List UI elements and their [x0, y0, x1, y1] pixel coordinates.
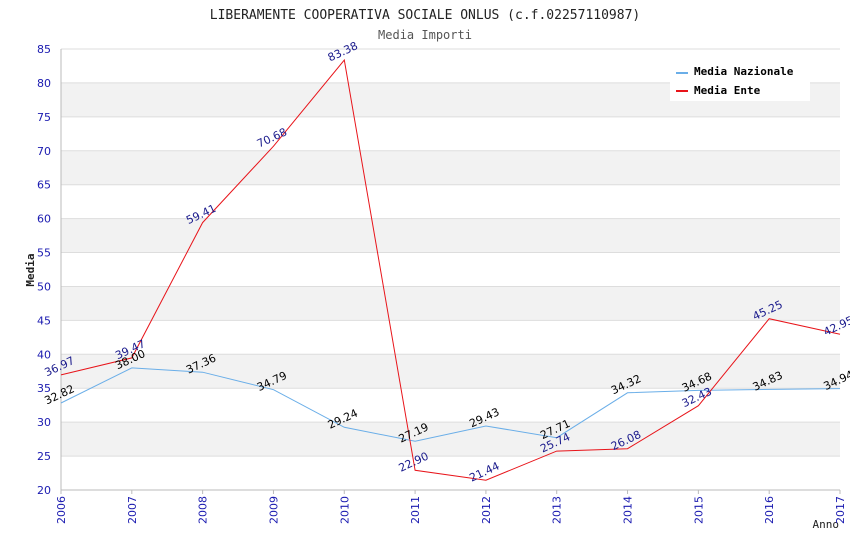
plot-band	[61, 252, 840, 287]
y-tick-label: 75	[37, 111, 51, 124]
legend-box	[670, 59, 810, 101]
plot-band	[61, 150, 840, 185]
chart-title: LIBERAMENTE COOPERATIVA SOCIALE ONLUS (c…	[210, 8, 640, 23]
plot-band	[61, 388, 840, 423]
x-tick-label: 2011	[409, 496, 422, 524]
chart-subtitle: Media Importi	[378, 28, 472, 42]
y-tick-label: 50	[37, 280, 51, 293]
y-tick-label: 45	[37, 314, 51, 327]
grid-lines	[61, 48, 840, 491]
legend-label-media-ente: Media Ente	[694, 84, 761, 97]
x-axis-title: Anno	[813, 518, 840, 531]
x-tick-label: 2012	[480, 496, 493, 524]
plot-band	[61, 184, 840, 219]
series-lines	[60, 58, 841, 481]
series-line-media-ente	[60, 58, 841, 481]
x-tick-label: 2013	[551, 496, 564, 524]
x-tick-label: 2015	[692, 496, 705, 524]
plot-band	[61, 354, 840, 389]
plot-band	[61, 218, 840, 253]
series-line-media-nazionale	[60, 367, 841, 442]
x-tick-label: 2017	[834, 496, 847, 524]
x-tick-label: 2016	[763, 496, 776, 524]
x-tick-label: 2007	[126, 496, 139, 524]
y-tick-label: 80	[37, 77, 51, 90]
y-tick-label: 20	[37, 484, 51, 497]
y-tick-label: 35	[37, 382, 51, 395]
y-tick-label: 60	[37, 213, 51, 226]
y-tick-label: 55	[37, 247, 51, 260]
x-tick-label: 2014	[622, 496, 635, 524]
y-tick-label: 65	[37, 179, 51, 192]
y-axis-title: Media	[24, 253, 37, 286]
y-tick-label: 70	[37, 145, 51, 158]
y-tick-labels: 20 25 30 35 40 45 50 55 60 65 70 75 80 85	[37, 43, 51, 497]
plot-band	[61, 456, 840, 490]
plot-band	[61, 422, 840, 457]
y-tick-label: 40	[37, 348, 51, 361]
y-tick-label: 85	[37, 43, 51, 56]
legend: Media Nazionale Media Ente	[670, 59, 810, 101]
x-tick-label: 2009	[267, 496, 280, 524]
y-tick-label: 30	[37, 416, 51, 429]
y-tick-label: 25	[37, 450, 51, 463]
plot-band	[61, 116, 840, 151]
plot-band	[61, 286, 840, 321]
plot-band	[61, 320, 840, 355]
legend-label-media-nazionale: Media Nazionale	[694, 65, 794, 78]
x-tick-label: 2008	[197, 496, 210, 524]
x-tick-labels: 2006 2007 2008 2009 2010 2011 2012 2013 2014 2015…	[55, 490, 847, 524]
x-tick-label: 2006	[55, 496, 68, 524]
x-tick-label: 2010	[338, 496, 351, 524]
